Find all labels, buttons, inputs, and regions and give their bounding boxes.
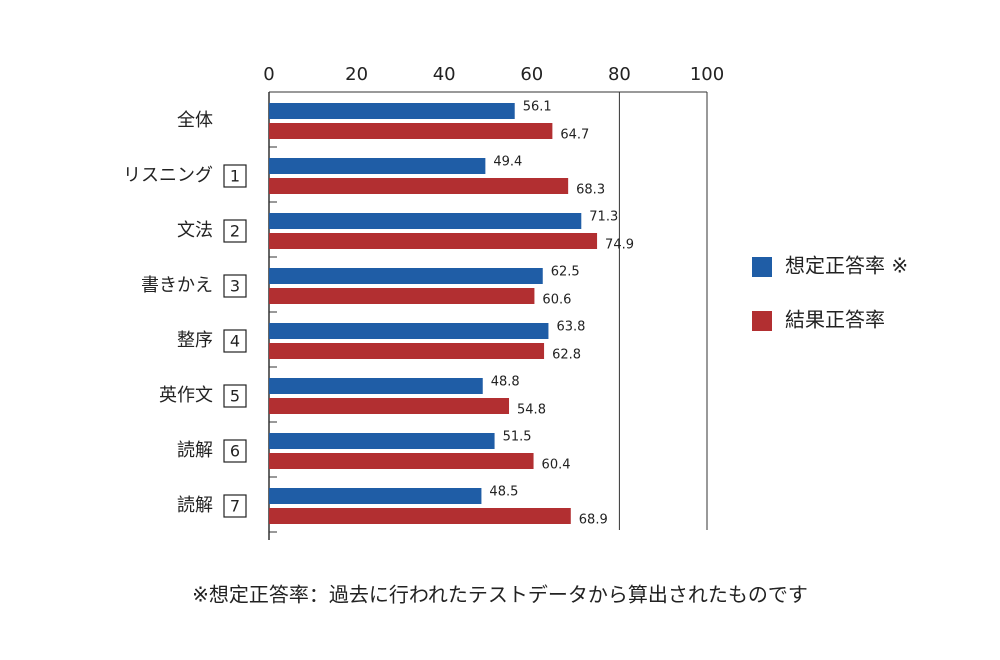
bar <box>269 268 543 284</box>
bar <box>269 433 495 449</box>
x-tick-label: 80 <box>608 64 631 85</box>
x-tick-label: 0 <box>263 64 274 85</box>
x-tick-label: 20 <box>345 64 368 85</box>
category-number: 3 <box>230 277 240 296</box>
value-label: 48.8 <box>491 375 520 390</box>
value-label: 60.4 <box>542 458 571 473</box>
bar <box>269 233 598 249</box>
value-label: 74.9 <box>605 238 634 253</box>
x-tick-label: 40 <box>433 64 456 85</box>
category-number: 6 <box>230 442 240 461</box>
bar <box>269 378 483 394</box>
bar <box>269 158 486 174</box>
category-label: 書きかえ <box>141 275 213 296</box>
number-box <box>223 164 247 188</box>
value-label: 68.3 <box>576 183 605 198</box>
value-label: 64.7 <box>560 128 589 143</box>
number-box <box>223 494 247 518</box>
bar <box>269 288 535 304</box>
value-label: 71.3 <box>589 210 618 225</box>
value-label: 68.9 <box>579 513 608 528</box>
legend-swatch <box>752 257 772 277</box>
value-label: 60.6 <box>542 293 571 308</box>
legend-label: 結果正答率 <box>785 308 885 332</box>
number-box <box>223 274 247 298</box>
bar <box>269 178 569 194</box>
category-label: 読解 <box>177 495 213 516</box>
category-label: 英作文 <box>159 385 213 406</box>
legend-label: 想定正答率 ※ <box>785 254 908 278</box>
bar <box>269 103 515 119</box>
category-number: 1 <box>230 167 240 186</box>
value-label: 48.5 <box>489 485 518 500</box>
footnote: ※想定正答率：過去に行われたテストデータから算出されたものです <box>192 583 808 607</box>
value-label: 63.8 <box>556 320 585 335</box>
value-label: 56.1 <box>523 100 552 115</box>
value-label: 54.8 <box>517 403 546 418</box>
value-label: 62.8 <box>552 348 581 363</box>
number-box <box>223 219 247 243</box>
category-number: 4 <box>230 332 240 351</box>
category-label: 文法 <box>177 220 213 241</box>
category-number: 2 <box>230 222 240 241</box>
bar <box>269 323 549 339</box>
number-box <box>223 384 247 408</box>
bar <box>269 343 545 359</box>
value-label: 51.5 <box>503 430 532 445</box>
number-box <box>223 329 247 353</box>
bar <box>269 453 534 469</box>
bar <box>269 123 553 139</box>
legend-swatch <box>752 311 772 331</box>
number-box <box>223 439 247 463</box>
category-number: 7 <box>230 497 240 516</box>
bar <box>269 488 482 504</box>
category-label: 整序 <box>177 330 213 351</box>
category-label: リスニング <box>123 165 213 186</box>
category-number: 5 <box>230 387 240 406</box>
x-tick-label: 60 <box>520 64 543 85</box>
bar <box>269 398 510 414</box>
bar <box>269 213 582 229</box>
x-tick-label: 100 <box>690 64 724 85</box>
value-label: 62.5 <box>551 265 580 280</box>
category-label: 全体 <box>177 110 213 131</box>
bar <box>269 508 571 524</box>
category-label: 読解 <box>177 440 213 461</box>
value-label: 49.4 <box>493 155 522 170</box>
